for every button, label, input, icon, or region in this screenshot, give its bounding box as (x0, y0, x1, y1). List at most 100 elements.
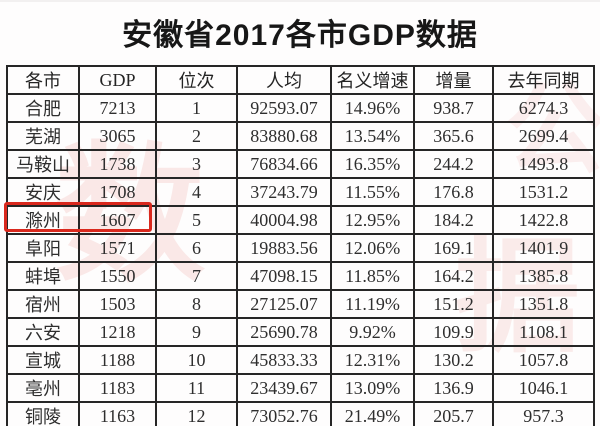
table-cell: 6274.3 (492, 93, 595, 123)
table-cell: 151.2 (413, 289, 494, 319)
table-cell: 1218 (78, 317, 157, 347)
table-row: 铜陵 1163 12 73052.76 21.49% 205.7 957.3 (6, 401, 595, 426)
table-cell: 8 (155, 289, 238, 319)
table-cell: 11 (155, 373, 238, 403)
table-cell: 13.54% (330, 121, 415, 151)
table-cell: 1057.8 (492, 345, 595, 375)
table-body: 合肥 7213 1 92593.07 14.96% 938.7 6274.3 芜湖 3065 2 8… (6, 93, 595, 426)
table-row: 宿州 1503 8 27125.07 11.19% 151.2 1351.8 (6, 289, 595, 319)
table-cell: 3 (155, 149, 238, 179)
table-cell: 21.49% (330, 401, 415, 426)
table-row: 宣城 1188 10 45833.33 12.31% 130.2 1057.8 (6, 345, 595, 375)
table-cell: 1046.1 (492, 373, 595, 403)
table-row: 芜湖 3065 2 83880.68 13.54% 365.6 2699.4 (6, 121, 595, 151)
table-cell: 1550 (78, 261, 157, 291)
table-cell: 365.6 (413, 121, 494, 151)
table-cell: 76834.66 (236, 149, 332, 179)
table-cell: 11.19% (330, 289, 415, 319)
table-cell: 176.8 (413, 177, 494, 207)
table-cell: 47098.15 (236, 261, 332, 291)
table-cell: 宿州 (6, 289, 80, 319)
table-cell: 铜陵 (6, 401, 80, 426)
table-cell: 马鞍山 (6, 149, 80, 179)
table-cell: 4 (155, 177, 238, 207)
table-cell: 16.35% (330, 149, 415, 179)
table-cell: 244.2 (413, 149, 494, 179)
gdp-table: 各市 GDP 位次 人均 名义增速 增量 去年同期 合肥 7213 1 92593.07 14.96… (6, 65, 595, 426)
table-row: 蚌埠 1550 7 47098.15 11.85% 164.2 1385.8 (6, 261, 595, 291)
table-cell: 1385.8 (492, 261, 595, 291)
table-cell: 1503 (78, 289, 157, 319)
table-cell: 73052.76 (236, 401, 332, 426)
table-cell: 芜湖 (6, 121, 80, 151)
table-cell: 滁州 (6, 205, 80, 235)
table-cell: 83880.68 (236, 121, 332, 151)
table-row: 合肥 7213 1 92593.07 14.96% 938.7 6274.3 (6, 93, 595, 123)
table-cell: 7213 (78, 93, 157, 123)
table-cell: 1401.9 (492, 233, 595, 263)
table-cell: 205.7 (413, 401, 494, 426)
column-header: GDP (78, 65, 157, 95)
table-cell: 12.95% (330, 205, 415, 235)
table-cell: 六安 (6, 317, 80, 347)
table-header-row: 各市 GDP 位次 人均 名义增速 增量 去年同期 (6, 65, 595, 95)
table-cell: 40004.98 (236, 205, 332, 235)
column-header: 增量 (413, 65, 494, 95)
table-cell: 169.1 (413, 233, 494, 263)
table-cell: 10 (155, 345, 238, 375)
table-cell: 1163 (78, 401, 157, 426)
table-row: 马鞍山 1738 3 76834.66 16.35% 244.2 1493.8 (6, 149, 595, 179)
table-cell: 37243.79 (236, 177, 332, 207)
table-cell: 25690.78 (236, 317, 332, 347)
table-cell: 130.2 (413, 345, 494, 375)
table-cell: 1493.8 (492, 149, 595, 179)
table-cell: 6 (155, 233, 238, 263)
table-cell: 蚌埠 (6, 261, 80, 291)
table-cell: 136.9 (413, 373, 494, 403)
table-cell: 1708 (78, 177, 157, 207)
table-cell: 9 (155, 317, 238, 347)
table-cell: 亳州 (6, 373, 80, 403)
table-cell: 184.2 (413, 205, 494, 235)
table-cell: 957.3 (492, 401, 595, 426)
column-header: 名义增速 (330, 65, 415, 95)
table-cell: 1531.2 (492, 177, 595, 207)
column-header: 人均 (236, 65, 332, 95)
table-cell: 1183 (78, 373, 157, 403)
table-cell: 92593.07 (236, 93, 332, 123)
table-cell: 1422.8 (492, 205, 595, 235)
table-cell: 13.09% (330, 373, 415, 403)
table-cell: 合肥 (6, 93, 80, 123)
table-header: 各市 GDP 位次 人均 名义增速 增量 去年同期 (6, 65, 595, 95)
table-cell: 1607 (78, 205, 157, 235)
table-row-highlighted: 阜阳 1571 6 19883.56 12.06% 169.1 1401.9 (6, 233, 595, 263)
table-cell: 164.2 (413, 261, 494, 291)
table-cell: 安庆 (6, 177, 80, 207)
table-row: 六安 1218 9 25690.78 9.92% 109.9 1108.1 (6, 317, 595, 347)
table-cell: 11.55% (330, 177, 415, 207)
table-cell: 7 (155, 261, 238, 291)
table-cell: 11.85% (330, 261, 415, 291)
table-cell: 12 (155, 401, 238, 426)
table-cell: 1188 (78, 345, 157, 375)
table-cell: 45833.33 (236, 345, 332, 375)
table-row: 亳州 1183 11 23439.67 13.09% 136.9 1046.1 (6, 373, 595, 403)
table-cell: 5 (155, 205, 238, 235)
table-cell: 1 (155, 93, 238, 123)
page-title: 安徽省2017各市GDP数据 (122, 19, 478, 52)
table-cell: 1351.8 (492, 289, 595, 319)
table-cell: 14.96% (330, 93, 415, 123)
column-header: 位次 (155, 65, 238, 95)
table-cell: 宣城 (6, 345, 80, 375)
table-row: 滁州 1607 5 40004.98 12.95% 184.2 1422.8 (6, 205, 595, 235)
table-cell: 12.31% (330, 345, 415, 375)
table-cell: 23439.67 (236, 373, 332, 403)
table-cell: 2 (155, 121, 238, 151)
table-cell: 2699.4 (492, 121, 595, 151)
table-row: 安庆 1708 4 37243.79 11.55% 176.8 1531.2 (6, 177, 595, 207)
table-cell: 938.7 (413, 93, 494, 123)
table-cell: 1571 (78, 233, 157, 263)
table-cell: 19883.56 (236, 233, 332, 263)
column-header: 去年同期 (492, 65, 595, 95)
